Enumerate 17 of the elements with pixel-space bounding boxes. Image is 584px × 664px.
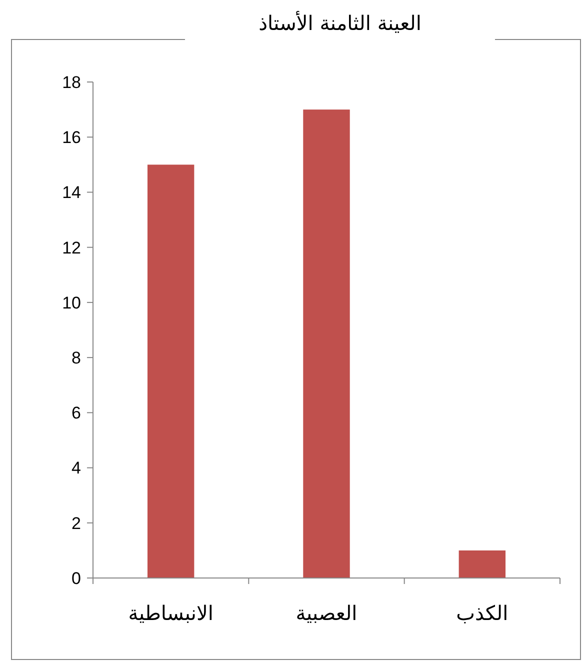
y-tick-label: 14 [62, 183, 81, 202]
x-tick-label: الانبساطية [128, 601, 214, 625]
chart-title: العينة الثامنة الأستاذ [258, 10, 422, 35]
x-tick-label: الكذب [456, 601, 508, 625]
bar [458, 550, 506, 578]
y-tick-label: 0 [72, 568, 81, 588]
x-tick-label: العصبية [296, 601, 358, 625]
bar [147, 164, 194, 578]
y-tick-label: 18 [62, 72, 81, 92]
y-tick-label: 4 [72, 458, 81, 478]
y-tick-label: 12 [62, 238, 81, 258]
y-tick-label: 2 [72, 514, 81, 533]
y-tick-label: 6 [72, 404, 81, 423]
bar [303, 110, 350, 578]
y-tick-label: 10 [62, 293, 81, 312]
y-tick-label: 16 [62, 128, 81, 148]
y-tick-label: 8 [72, 348, 81, 368]
